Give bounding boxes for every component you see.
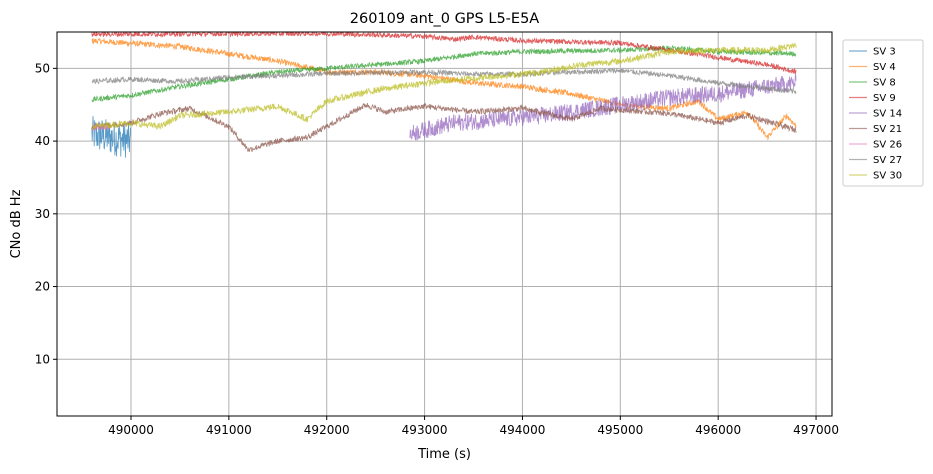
series-line-sv-21: [91, 102, 797, 153]
legend: SV 3 SV 4 SV 8 SV 9 SV 14 SV 21 SV 26 SV 27 SV 3…: [842, 39, 924, 187]
legend-label: SV 9: [873, 93, 896, 104]
x-tick-label: 490000: [108, 423, 154, 437]
legend-label: SV 4: [873, 62, 896, 73]
legend-label: SV 14: [873, 109, 902, 120]
legend-label: SV 27: [873, 155, 902, 166]
x-axis-label: Time (s): [417, 447, 471, 462]
legend-label: SV 30: [873, 171, 902, 182]
y-tick-label: 40: [35, 134, 50, 148]
x-tick-label: 493000: [402, 423, 448, 437]
series-line-sv-3: [91, 115, 131, 158]
series-lines: [91, 32, 797, 158]
y-tick-label: 30: [35, 207, 50, 221]
legend-label: SV 8: [873, 78, 896, 89]
y-tick-label: 10: [35, 352, 50, 366]
legend-label: SV 26: [873, 140, 902, 151]
legend-label: SV 3: [873, 47, 896, 58]
series-line-sv-14: [409, 73, 797, 141]
plot-frame: [56, 31, 833, 417]
chart-title: 260109 ant_0 GPS L5-E5A: [350, 11, 540, 27]
grid: [57, 32, 832, 416]
x-tick-label: 491000: [206, 423, 252, 437]
axis-ticks: 490000 491000 492000 493000 494000 495000 4960…: [35, 61, 839, 437]
x-tick-label: 496000: [695, 423, 741, 437]
series-line-sv-27: [91, 67, 797, 95]
x-tick-label: 492000: [304, 423, 350, 437]
series-line-sv-30: [91, 42, 797, 131]
y-axis-label: CNo dB Hz: [9, 189, 24, 258]
x-tick-label: 494000: [500, 423, 546, 437]
x-tick-label: 495000: [597, 423, 643, 437]
x-tick-label: 497000: [793, 423, 839, 437]
y-tick-label: 50: [35, 61, 50, 75]
legend-label: SV 21: [873, 124, 902, 135]
y-tick-label: 20: [35, 280, 50, 294]
legend-box: [842, 39, 924, 187]
